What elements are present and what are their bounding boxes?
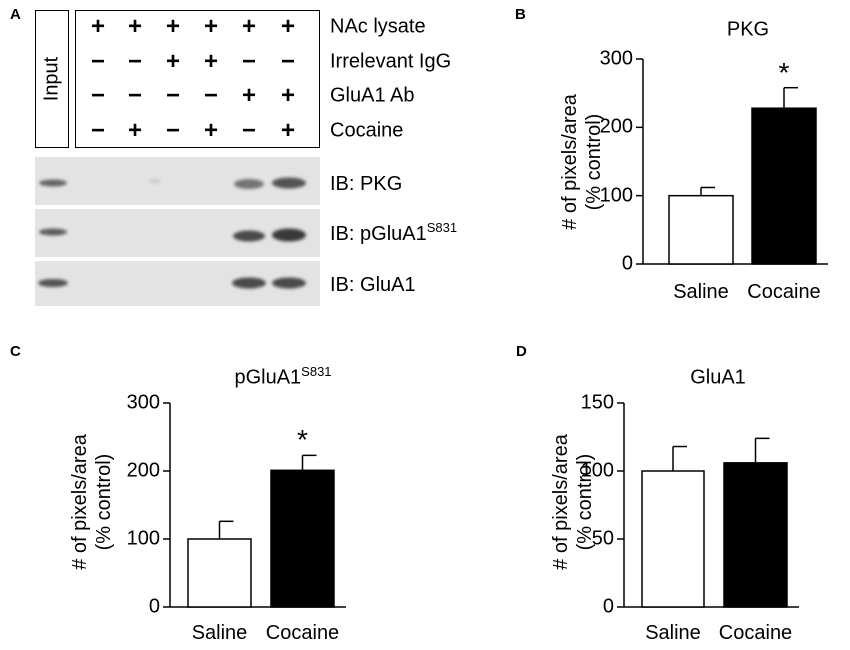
bar <box>187 538 252 608</box>
blot-label-pglua1: IB: pGluA1S831 <box>330 220 458 245</box>
y-tick-label: 0 <box>602 595 614 618</box>
condition-sign: + <box>241 82 257 109</box>
condition-row-label: Irrelevant IgG <box>330 50 452 73</box>
y-tick-label: 100 <box>126 527 160 550</box>
y-tick-label: 0 <box>148 595 160 618</box>
condition-sign: + <box>280 117 296 144</box>
condition-sign: − <box>203 82 219 109</box>
input-lane-box <box>35 10 69 148</box>
condition-sign: − <box>165 117 181 144</box>
condition-sign: + <box>241 13 257 40</box>
y-tick-label: 0 <box>621 252 633 275</box>
y-tick-label: 300 <box>599 47 633 70</box>
y-tick-label: 100 <box>599 184 633 207</box>
y-tick-label: 300 <box>126 391 160 414</box>
condition-row-label: NAc lysate <box>330 15 426 38</box>
bar <box>668 194 734 265</box>
condition-row-label: GluA1 Ab <box>330 84 415 107</box>
bar <box>270 469 335 608</box>
condition-row-label: Cocaine <box>330 119 404 142</box>
condition-sign: − <box>127 48 143 75</box>
y-tick-label: 100 <box>580 459 614 482</box>
condition-sign: − <box>90 117 106 144</box>
blot-band <box>234 179 264 189</box>
blot-band <box>39 179 67 187</box>
blot-band <box>272 228 306 242</box>
chart-d-title: GluA1 <box>690 366 746 389</box>
condition-sign: − <box>241 48 257 75</box>
category-label: Saline <box>191 622 248 644</box>
significance-marker: * <box>778 56 790 88</box>
y-tick-label: 150 <box>580 391 614 414</box>
condition-sign: + <box>165 48 181 75</box>
blot-band <box>232 277 266 289</box>
panel-letter-a: A <box>10 6 21 23</box>
chart-b-title: PKG <box>726 18 770 41</box>
condition-sign: − <box>90 82 106 109</box>
condition-sign: − <box>127 82 143 109</box>
panel-letter-b: B <box>515 6 526 23</box>
bar <box>723 462 788 608</box>
blot-label-glua1: IB: GluA1 <box>330 273 416 296</box>
condition-sign: − <box>165 82 181 109</box>
y-tick-label: 200 <box>599 115 633 138</box>
category-label: Cocaine <box>718 622 793 644</box>
condition-sign: − <box>280 48 296 75</box>
category-label: Saline <box>673 281 729 303</box>
category-label: Saline <box>645 622 701 644</box>
condition-sign: − <box>90 48 106 75</box>
blot-band <box>39 228 67 236</box>
blot-band <box>149 178 161 184</box>
bar <box>641 470 705 608</box>
y-tick-label: 50 <box>591 527 614 550</box>
panel-letter-c: C <box>10 343 21 360</box>
condition-sign: + <box>280 82 296 109</box>
blot-band <box>38 279 68 287</box>
category-label: Cocaine <box>747 281 821 303</box>
condition-sign: + <box>203 13 219 40</box>
category-label: Cocaine <box>265 622 340 644</box>
condition-sign: + <box>280 13 296 40</box>
chart-c-title: pGluA1S831 <box>234 364 332 389</box>
condition-sign: + <box>203 117 219 144</box>
condition-sign: − <box>241 117 257 144</box>
blot-band <box>272 277 306 289</box>
conditions-box <box>75 10 320 148</box>
blot-label-pkg: IB: PKG <box>330 172 403 195</box>
condition-sign: + <box>203 48 219 75</box>
condition-sign: + <box>127 13 143 40</box>
y-tick-label: 200 <box>126 459 160 482</box>
panel-letter-d: D <box>516 343 527 360</box>
bar <box>751 107 817 265</box>
blot-band <box>233 230 265 242</box>
condition-sign: + <box>127 117 143 144</box>
condition-sign: + <box>165 13 181 40</box>
condition-sign: + <box>90 13 106 40</box>
blot-band <box>272 177 306 189</box>
significance-marker: * <box>297 424 308 456</box>
